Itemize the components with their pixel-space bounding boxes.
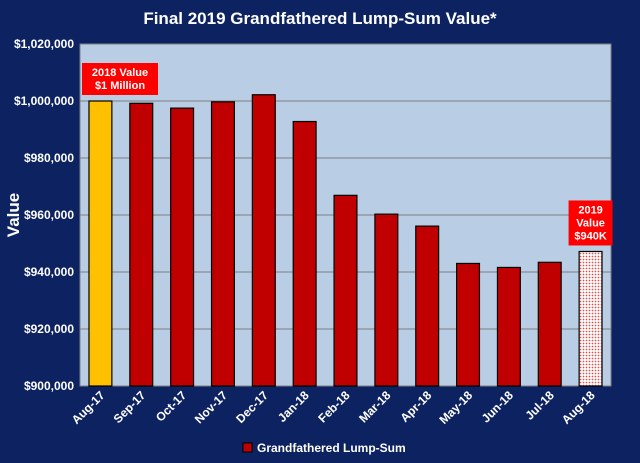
annotation-text: 2019 <box>578 204 602 216</box>
gridlines <box>80 43 611 387</box>
annotation-text: $1 Million <box>95 80 145 92</box>
legend-swatch <box>242 442 253 453</box>
bar <box>251 94 276 387</box>
bar <box>88 100 113 387</box>
bar <box>456 262 481 387</box>
y-tick-label: $980,000 <box>24 151 74 165</box>
x-tick-label: Feb-18 <box>315 388 352 425</box>
x-tick-label: Dec-17 <box>233 388 271 426</box>
annotation-callout: 2018 Value$1 Million <box>82 63 158 95</box>
x-tick-label: May-18 <box>436 388 475 427</box>
bar <box>129 102 154 387</box>
y-tick-label: $940,000 <box>24 265 74 279</box>
legend-label: Grandfathered Lump-Sum <box>257 441 406 455</box>
bar <box>170 107 195 387</box>
bar <box>333 194 358 387</box>
legend: Grandfathered Lump-Sum <box>242 441 406 455</box>
bar <box>292 120 317 387</box>
y-tick-label: $960,000 <box>24 208 74 222</box>
bar <box>578 250 603 387</box>
y-axis-ticks: $900,000 $920,000 $940,000 $960,000 $980,000… <box>14 37 74 393</box>
y-tick-label: $1,000,000 <box>14 94 74 108</box>
y-tick-label: $1,020,000 <box>14 37 74 51</box>
x-tick-label: Oct-17 <box>153 388 190 425</box>
x-tick-label: Nov-17 <box>192 388 230 426</box>
bar <box>210 101 235 387</box>
y-tick-label: $900,000 <box>24 379 74 393</box>
x-axis-ticks: Aug-17 Sep-17 Oct-17 Nov-17 Dec-17 Jan-18 Feb-… <box>69 388 598 427</box>
bar <box>415 225 440 387</box>
bar <box>496 266 521 387</box>
x-tick-label: Jul-18 <box>522 388 557 423</box>
bar <box>537 261 562 387</box>
chart-title: Final 2019 Grandfathered Lump-Sum Value* <box>143 9 497 28</box>
annotation-text: Value <box>576 217 605 229</box>
bars <box>88 94 603 387</box>
x-tick-label: Jun-18 <box>479 388 516 425</box>
y-axis-label: Value <box>4 193 23 237</box>
y-tick-label: $920,000 <box>24 322 74 336</box>
annotation-box <box>82 63 158 95</box>
annotation-text: $940K <box>574 230 606 242</box>
bar <box>374 213 399 387</box>
x-tick-label: Aug-17 <box>69 388 108 427</box>
x-tick-label: Aug-18 <box>559 388 598 427</box>
annotation-box <box>568 200 613 246</box>
annotation-text: 2018 Value <box>92 67 148 79</box>
x-tick-label: Jan-18 <box>275 388 312 425</box>
x-tick-label: Mar-18 <box>356 388 393 425</box>
x-tick-label: Sep-17 <box>111 388 149 426</box>
x-tick-label: Apr-18 <box>398 388 435 425</box>
